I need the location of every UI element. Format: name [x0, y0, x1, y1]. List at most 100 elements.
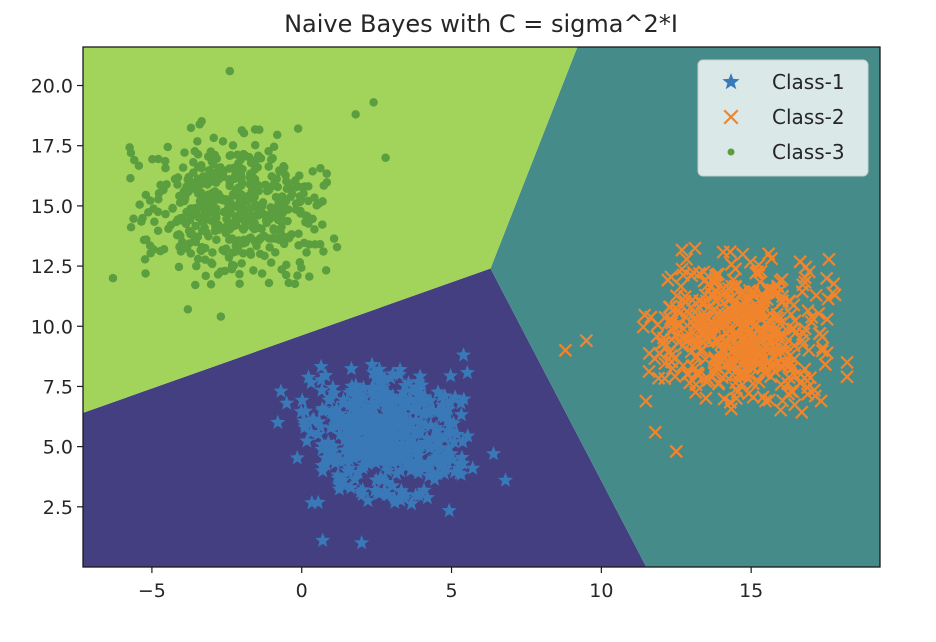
data-point: [290, 279, 300, 289]
x-tick-label: 10: [589, 580, 613, 602]
data-point: [367, 370, 384, 385]
data-point: [371, 361, 388, 376]
data-point: [186, 123, 196, 133]
data-point: [770, 280, 785, 294]
data-point: [425, 452, 441, 468]
data-point: [710, 360, 725, 375]
data-point: [432, 458, 448, 474]
data-point: [193, 232, 203, 242]
data-point: [236, 155, 245, 165]
data-point: [648, 425, 663, 439]
data-point: [345, 409, 361, 425]
data-point: [410, 437, 427, 452]
data-point: [250, 202, 260, 212]
data-point: [247, 215, 256, 225]
region-class-2: [490, 47, 880, 567]
data-point: [456, 391, 472, 406]
data-point: [679, 252, 694, 267]
data-point: [227, 234, 237, 243]
data-point: [840, 370, 854, 384]
data-point: [303, 374, 319, 390]
data-point: [369, 366, 386, 381]
data-point: [237, 212, 246, 221]
data-point: [212, 235, 221, 244]
series-class-2: [558, 241, 854, 459]
data-point: [216, 312, 226, 321]
data-point: [403, 391, 419, 407]
data-point: [392, 361, 408, 377]
scatter-points: [108, 66, 854, 550]
data-point: [396, 425, 412, 441]
y-tick-label: 15.0: [31, 196, 73, 218]
data-point: [293, 271, 302, 280]
data-point: [199, 217, 208, 227]
data-point: [802, 343, 816, 358]
data-point: [674, 279, 688, 294]
data-point: [305, 272, 314, 281]
data-point: [371, 379, 387, 394]
data-point: [161, 163, 170, 173]
data-point: [801, 380, 815, 395]
data-point: [786, 322, 801, 336]
data-point: [442, 394, 458, 410]
data-point: [337, 431, 353, 447]
data-point: [345, 449, 361, 465]
data-point: [279, 395, 295, 410]
data-point: [454, 449, 470, 464]
data-point: [224, 217, 233, 227]
data-point: [168, 203, 177, 213]
data-point: [284, 278, 293, 288]
data-point: [412, 424, 428, 439]
data-point: [820, 312, 834, 327]
data-point: [213, 195, 222, 204]
data-point: [437, 448, 453, 463]
data-point: [396, 490, 412, 505]
data-point: [360, 442, 376, 457]
data-point: [388, 465, 405, 481]
data-point: [341, 446, 357, 462]
data-point: [210, 226, 220, 236]
y-tick-label: 20.0: [31, 76, 73, 98]
data-point: [757, 293, 771, 308]
data-point: [386, 490, 402, 505]
data-point: [746, 340, 761, 355]
data-point: [485, 445, 502, 461]
data-point: [141, 269, 150, 278]
data-point: [201, 204, 211, 213]
data-point: [193, 137, 202, 146]
data-point: [455, 347, 472, 362]
data-point: [250, 237, 259, 246]
data-point: [200, 243, 210, 253]
data-point: [453, 395, 469, 410]
data-point: [764, 251, 779, 266]
y-tick-label: 12.5: [31, 256, 73, 278]
data-point: [160, 156, 170, 166]
data-point: [303, 424, 319, 440]
data-point: [182, 188, 192, 198]
data-point: [408, 454, 424, 469]
data-point: [304, 494, 320, 510]
data-point: [271, 234, 280, 243]
x-tick-label: 0: [296, 580, 308, 602]
data-point: [343, 479, 359, 495]
data-point: [354, 534, 370, 550]
data-point: [651, 371, 666, 385]
data-point: [203, 190, 213, 199]
data-point: [419, 489, 435, 505]
data-point: [308, 167, 317, 176]
data-point: [796, 277, 810, 292]
data-point: [688, 385, 703, 400]
data-point: [204, 231, 213, 241]
data-point: [446, 433, 462, 449]
data-point: [392, 390, 408, 406]
y-tick-label: 2.5: [43, 497, 73, 519]
data-point: [272, 130, 282, 140]
data-point: [365, 379, 381, 394]
data-point: [317, 450, 334, 465]
data-point: [129, 214, 138, 223]
data-point: [400, 398, 416, 413]
data-point: [436, 430, 452, 445]
data-point: [355, 481, 371, 497]
data-point: [205, 173, 215, 182]
data-point: [310, 193, 319, 202]
